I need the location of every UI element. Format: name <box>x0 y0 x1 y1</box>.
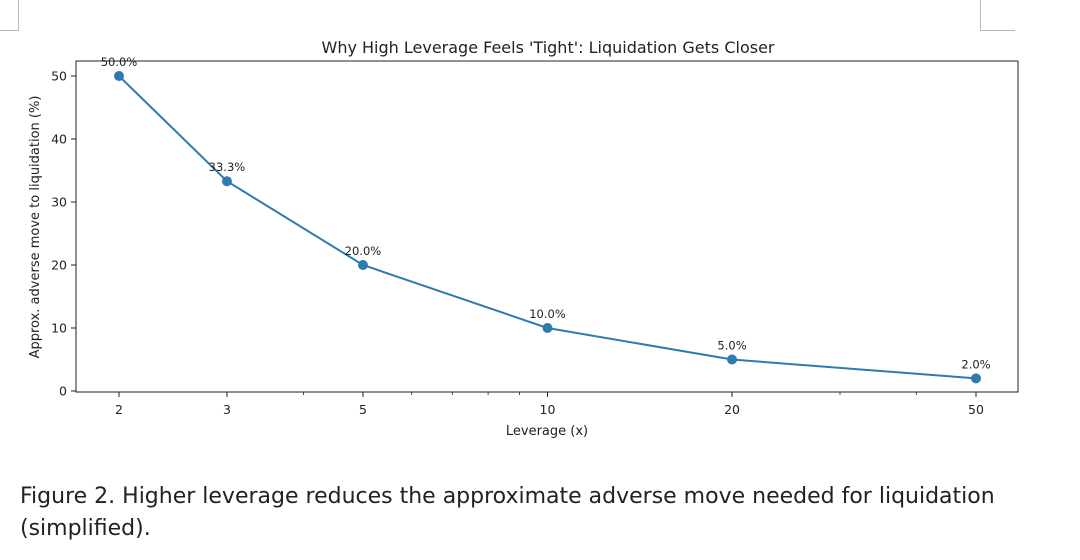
x-axis-ticks: 2 3 5 10 20 50 <box>115 392 984 417</box>
data-point <box>221 176 232 187</box>
x-tick-label: 3 <box>223 402 231 417</box>
data-label: 10.0% <box>529 307 566 321</box>
page-corner-mark-left <box>0 0 19 31</box>
chart-title: Why High Leverage Feels 'Tight': Liquida… <box>322 38 775 57</box>
data-point <box>357 260 368 270</box>
data-point <box>542 323 553 333</box>
data-point <box>971 373 981 384</box>
data-point <box>114 71 124 81</box>
x-axis-label: Leverage (x) <box>506 424 588 439</box>
y-axis-label: Approx. adverse move to liquidation (%) <box>28 96 43 359</box>
data-points <box>114 71 981 384</box>
data-label: 50.0% <box>101 55 138 69</box>
data-point <box>727 354 738 365</box>
y-tick-label: 0 <box>59 384 67 399</box>
x-tick-label: 10 <box>540 402 556 417</box>
data-label: 33.3% <box>209 160 246 174</box>
data-label: 2.0% <box>961 357 990 371</box>
x-tick-label: 2 <box>115 402 123 417</box>
figure-caption: Figure 2. Higher leverage reduces the ap… <box>20 484 995 541</box>
y-tick-label: 50 <box>51 69 67 84</box>
page-corner-mark-right <box>980 0 1015 31</box>
leverage-liquidation-chart: Why High Leverage Feels 'Tight': Liquida… <box>28 38 1019 439</box>
y-tick-label: 40 <box>51 132 67 147</box>
data-label: 20.0% <box>345 244 382 258</box>
series-line <box>118 75 977 380</box>
data-label: 5.0% <box>717 339 746 353</box>
y-tick-label: 10 <box>51 321 67 336</box>
x-tick-label: 20 <box>724 402 740 417</box>
plot-area-frame <box>75 60 1019 393</box>
x-tick-label: 50 <box>968 402 984 417</box>
data-labels: 50.0% 33.3% 20.0% 10.0% 5.0% 2.0% <box>101 55 991 371</box>
y-tick-label: 30 <box>51 195 67 210</box>
x-tick-label: 5 <box>359 402 367 417</box>
y-tick-label: 20 <box>51 258 67 273</box>
y-axis-ticks: 0 10 20 30 40 50 <box>51 69 76 399</box>
x-axis-minor-ticks <box>303 392 917 395</box>
